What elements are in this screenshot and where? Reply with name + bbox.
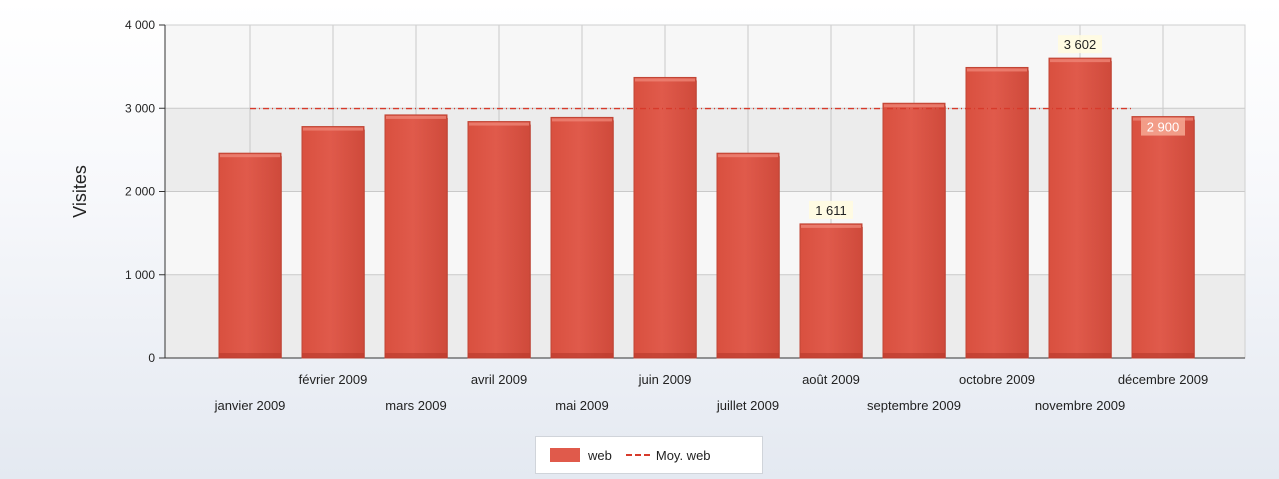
data-label-background — [1141, 117, 1185, 136]
x-tick-label: juillet 2009 — [716, 398, 779, 413]
bar-base — [1049, 353, 1111, 358]
y-axis-label: Visites — [70, 165, 90, 218]
bar-base — [468, 353, 530, 358]
legend-label-average: Moy. web — [655, 447, 711, 463]
y-tick-label: 2 000 — [125, 185, 155, 199]
data-label: 3 602 — [1064, 37, 1097, 52]
bar-base — [717, 353, 779, 358]
bar — [550, 116, 614, 359]
y-tick-label: 4 000 — [125, 18, 155, 32]
bar — [1048, 57, 1112, 359]
bar-base — [800, 353, 862, 358]
x-tick-label: décembre 2009 — [1118, 372, 1208, 387]
legend-swatch-average — [625, 454, 650, 456]
x-tick-label: mars 2009 — [385, 398, 446, 413]
bar-base — [302, 353, 364, 358]
bar-highlight — [386, 115, 446, 119]
data-label-background — [1058, 35, 1102, 54]
data-label: 1 611 — [815, 203, 847, 218]
x-tick-label: mai 2009 — [555, 398, 608, 413]
x-tick-label: janvier 2009 — [214, 398, 286, 413]
bar-base — [634, 353, 696, 358]
bar-highlight — [718, 154, 778, 158]
bar — [716, 152, 780, 359]
bar-highlight — [635, 78, 695, 82]
legend: web Moy. web — [535, 436, 763, 474]
x-tick-label: août 2009 — [802, 372, 860, 387]
bar — [799, 223, 863, 359]
x-tick-label: juin 2009 — [638, 372, 692, 387]
bar-chart-svg: 0 1 000 2 000 3 000 4 000 Visites janvier 2009… — [70, 18, 1246, 413]
bar-base — [219, 353, 281, 358]
legend-label-web: web — [588, 447, 612, 463]
bar-highlight — [967, 68, 1027, 72]
bar — [384, 114, 448, 359]
bar — [1131, 116, 1195, 359]
x-tick-label: novembre 2009 — [1035, 398, 1125, 413]
data-label-background — [809, 200, 853, 219]
bar-highlight — [552, 118, 612, 122]
x-tick-label: septembre 2009 — [867, 398, 961, 413]
bar-highlight — [1050, 59, 1110, 63]
bar-base — [1132, 353, 1194, 358]
bar-highlight — [303, 127, 363, 131]
bar-base — [385, 353, 447, 358]
legend-item-web[interactable]: web — [550, 448, 612, 463]
data-label: 2 900 — [1147, 120, 1180, 135]
x-tick-label: février 2009 — [299, 372, 368, 387]
bar — [965, 66, 1029, 359]
legend-item-average[interactable]: Moy. web — [625, 447, 711, 463]
x-tick-label: avril 2009 — [471, 372, 527, 387]
bar-highlight — [884, 104, 944, 108]
bar-base — [883, 353, 945, 358]
y-tick-label: 3 000 — [125, 101, 155, 115]
bar — [882, 102, 946, 359]
bar — [218, 152, 282, 359]
legend-swatch-web — [550, 448, 580, 462]
y-tick-label: 1 000 — [125, 268, 155, 282]
bar-highlight — [220, 154, 280, 158]
y-tick-label: 0 — [148, 351, 155, 365]
x-tick-label: octobre 2009 — [959, 372, 1035, 387]
bar-base — [551, 353, 613, 358]
bar-highlight — [469, 122, 529, 126]
bar — [301, 126, 365, 359]
bar — [633, 76, 697, 359]
bar — [467, 121, 531, 359]
bar-highlight — [801, 224, 861, 228]
bar-base — [966, 353, 1028, 358]
